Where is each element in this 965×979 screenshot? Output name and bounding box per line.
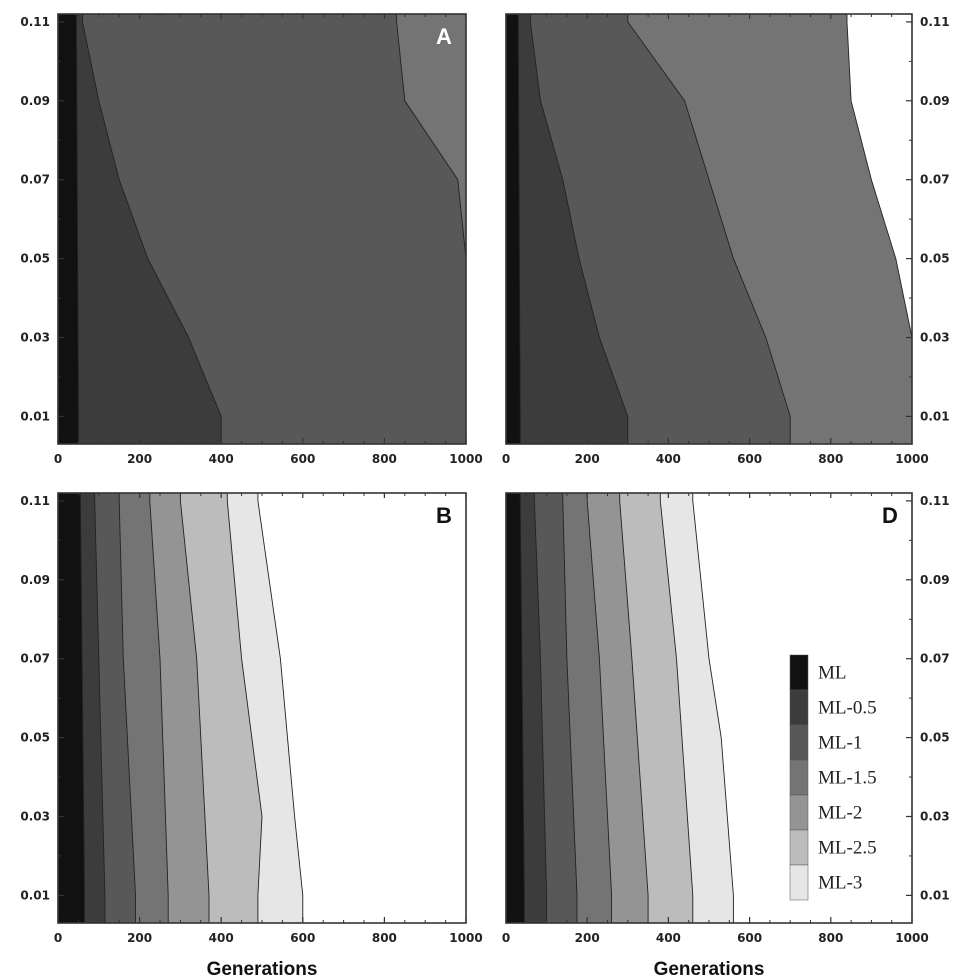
x-tick-label: 200 (575, 931, 600, 945)
panel-letter: C (882, 24, 898, 49)
x-tick-label: 1000 (895, 452, 928, 466)
legend-label: ML-1 (818, 733, 862, 754)
x-tick-label: 800 (372, 452, 397, 466)
legend-label: ML-0.5 (818, 698, 877, 719)
legend-swatch (789, 689, 809, 726)
legend-swatch (789, 759, 809, 796)
x-tick-label: 0 (502, 931, 510, 945)
y-tick-label: 0.03 (920, 809, 950, 823)
x-tick-label: 600 (290, 452, 315, 466)
y-tick-label: 0.11 (920, 494, 950, 508)
y-tick-label: 0.01 (920, 409, 950, 423)
x-tick-label: 1000 (449, 931, 482, 945)
legend-label: ML (818, 663, 847, 684)
y-tick-label: 0.09 (20, 573, 50, 587)
x-tick-label: 0 (54, 452, 62, 466)
legend-label: ML-2.5 (818, 838, 877, 859)
x-tick-label: 0 (54, 931, 62, 945)
panel-b: 0 200 400 600 800 1000 0.11 0.09 0.07 0.05 0.03 0.0… (20, 492, 483, 979)
x-axis-title: Generations (207, 959, 318, 979)
legend-label: ML-2 (818, 803, 862, 824)
contour-region-ml (506, 14, 521, 444)
y-tick-label: 0.03 (920, 330, 950, 344)
x-tick-label: 600 (290, 931, 315, 945)
x-tick-label: 1000 (449, 452, 482, 466)
x-tick-label: 200 (575, 452, 600, 466)
x-tick-label: 200 (127, 452, 152, 466)
x-tick-label: 400 (656, 452, 681, 466)
contour-region-ml-0-5 (506, 14, 629, 444)
y-tick-label: 0.09 (920, 94, 950, 108)
y-tick-label: 0.05 (920, 731, 950, 745)
y-tick-label: 0.07 (920, 173, 950, 187)
legend: ML ML-0.5 ML-1 ML-1.5 ML-2 ML-2.5 ML-3 (786, 651, 904, 904)
x-tick-label: 800 (372, 931, 397, 945)
x-tick-label: 1000 (895, 931, 928, 945)
legend-label: ML-1.5 (818, 768, 877, 789)
contour-region-ml (58, 14, 79, 444)
y-tick-label: 0.09 (920, 573, 950, 587)
legend-swatch (789, 794, 809, 831)
legend-swatch (789, 829, 809, 866)
y-tick-label: 0.07 (20, 173, 50, 187)
panel-c: 0 200 400 600 800 1000 0.11 0.09 0.07 0.05 0.03 0.0… (502, 13, 950, 466)
legend-swatch (789, 724, 809, 761)
legend-swatch (789, 864, 809, 901)
x-tick-label: 400 (656, 931, 681, 945)
y-tick-label: 0.07 (920, 652, 950, 666)
y-tick-label: 0.01 (20, 409, 50, 423)
x-tick-label: 400 (209, 931, 234, 945)
y-tick-label: 0.11 (20, 15, 50, 29)
contour-region-ml (506, 493, 525, 923)
x-tick-label: 600 (737, 931, 762, 945)
panel-letter: B (436, 503, 452, 528)
y-tick-label: 0.01 (20, 888, 50, 902)
panel-d: 0 200 400 600 800 1000 0.11 0.09 0.07 0.05 0.03 0.0… (502, 492, 950, 979)
y-tick-label: 0.03 (20, 330, 50, 344)
y-tick-label: 0.11 (20, 494, 50, 508)
y-tick-label: 0.03 (20, 809, 50, 823)
x-axis-title: Generations (654, 959, 765, 979)
y-tick-label: 0.11 (920, 15, 950, 29)
legend-label: ML-3 (818, 873, 862, 894)
x-tick-label: 800 (818, 931, 843, 945)
x-tick-label: 800 (818, 452, 843, 466)
y-tick-label: 0.05 (920, 252, 950, 266)
y-tick-label: 0.07 (20, 652, 50, 666)
panel-letter: A (436, 24, 452, 49)
panel-a: 0 200 400 600 800 1000 0.11 0.09 0.07 0.05 0.03 0.0… (20, 13, 483, 466)
x-tick-label: 400 (209, 452, 234, 466)
y-tick-label: 0.09 (20, 94, 50, 108)
x-tick-label: 0 (502, 452, 510, 466)
x-tick-label: 200 (127, 931, 152, 945)
contour-region-ml-0-5 (58, 14, 222, 444)
y-tick-label: 0.01 (920, 888, 950, 902)
x-tick-label: 600 (737, 452, 762, 466)
y-tick-label: 0.05 (20, 731, 50, 745)
y-tick-label: 0.05 (20, 252, 50, 266)
contour-region-ml (58, 493, 85, 923)
panel-letter: D (882, 503, 898, 528)
legend-swatch (789, 654, 809, 691)
